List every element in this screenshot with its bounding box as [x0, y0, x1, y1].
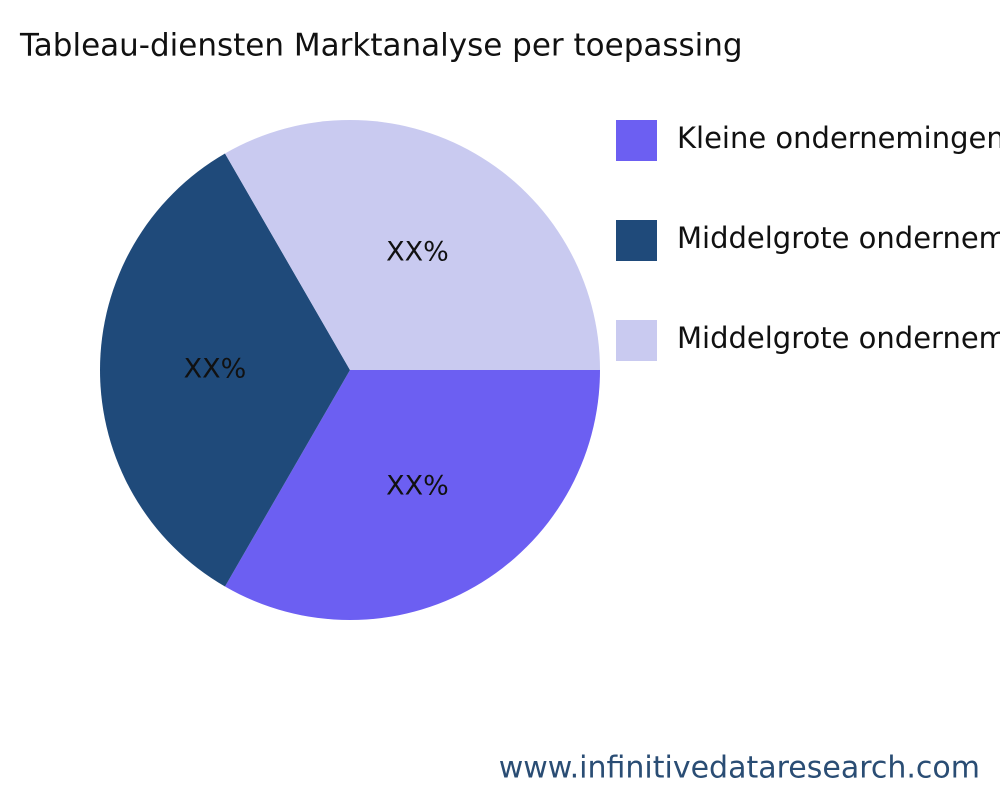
- slice-label: XX%: [386, 470, 449, 501]
- slice-label: XX%: [184, 354, 247, 385]
- legend-swatch: [616, 120, 657, 161]
- legend-label: Middelgrote ondernemingen: [677, 221, 1000, 255]
- legend-swatch: [616, 320, 657, 361]
- watermark: www.infinitivedataresearch.com: [499, 751, 980, 786]
- legend-label: Kleine ondernemingen: [677, 121, 1000, 155]
- pie-slice: [225, 370, 600, 620]
- slice-label: XX%: [386, 237, 449, 268]
- pie-slice: [225, 119, 600, 370]
- chart-title: Tableau-diensten Marktanalyse per toepas…: [19, 28, 743, 64]
- legend-label: Middelgrote ondernemingen: [677, 321, 1000, 355]
- legend-swatch: [616, 220, 657, 261]
